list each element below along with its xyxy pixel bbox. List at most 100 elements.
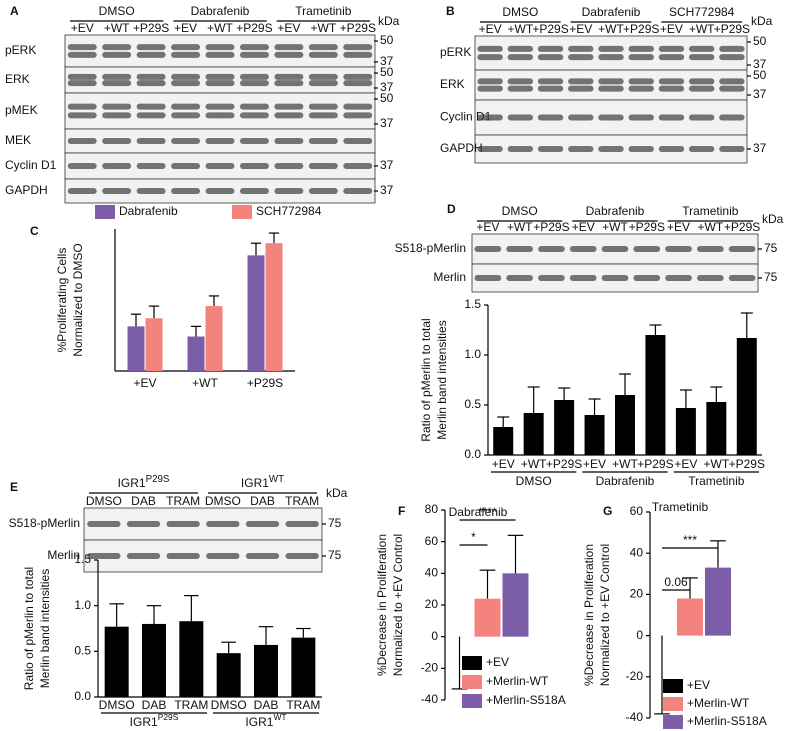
kda-label: kDa [751,14,773,28]
legend-swatch [462,675,482,689]
x-tick-label: +P29S [546,457,582,471]
y-tick-label: 1.5 [74,552,91,566]
bar [142,623,166,697]
legend-swatch [663,697,683,711]
band [474,246,502,252]
panel-label: E [10,480,18,494]
lane-label: DAB [131,494,156,508]
bar [127,326,145,371]
band [598,78,624,85]
band [628,54,654,61]
blot-row [64,66,376,94]
band [568,45,594,52]
legend-label: Dabrafenib [119,204,178,218]
group-label: Trametinib [295,4,352,18]
y-tick-label: 0 [636,628,643,642]
band [537,54,564,61]
band [102,51,132,58]
band [67,103,97,110]
lane-label: +WT [310,21,336,35]
band [658,114,685,121]
x-tick-label: +EV [133,376,156,390]
band [598,54,624,61]
band [343,138,373,144]
lane-label: +WT [507,22,533,36]
group-label-base: IGR1 [118,476,146,490]
band [274,103,304,110]
x-tick-label: +WT [612,457,638,471]
protein-label: pERK [440,45,471,59]
protein-label: MEK [5,133,31,147]
y-tick-label: 20 [425,597,439,611]
y-tick-label: -20 [421,661,439,675]
band [507,85,534,92]
band [67,44,97,51]
legend-swatch [462,694,482,708]
band [171,51,201,58]
band [343,44,373,51]
marker-label: 75 [764,241,778,255]
group-label: Dabrafenib [596,474,655,488]
lane-label: +EV [277,21,300,35]
band [67,51,97,58]
band [658,146,685,152]
band [274,138,304,144]
lane-label: +WT [689,22,715,36]
lane-label: +P29S [724,220,760,234]
band [274,73,304,80]
lane-label: +EV [479,22,502,36]
group-label: IGR1WT [241,474,284,491]
band [343,163,373,169]
panel-label: A [10,4,19,18]
panel-label: C [30,224,39,238]
y-tick-label: 0 [431,629,438,643]
significance-label: 0.06 [664,575,688,589]
band [628,85,654,92]
band [171,44,201,51]
blot-row [474,35,748,71]
y-tick-label: 80 [425,502,439,516]
group-label: Dabrafenib [582,5,641,19]
band [171,80,201,87]
band [598,85,624,92]
band [537,45,564,52]
band [166,521,200,527]
band [538,246,565,252]
bar [706,402,727,455]
group-label: DMSO [516,474,552,488]
band [136,112,166,119]
x-tick-label: +P29S [637,457,673,471]
band [568,78,594,85]
blot-row [83,539,323,573]
marker-label: 50 [380,91,394,105]
protein-label: pMEK [5,103,38,117]
y-tick-label: 1.0 [74,598,91,612]
band [274,163,304,169]
band [728,275,756,281]
bar [474,598,501,637]
band [628,114,654,121]
band [239,44,269,51]
y-tick-label: 40 [425,566,439,580]
band [239,138,269,144]
band [601,275,629,281]
band [67,112,97,119]
band [102,44,132,51]
band [126,553,161,559]
protein-label: Merlin [433,270,466,284]
lane-label: +P29S [533,220,569,234]
band [239,188,269,194]
band [205,103,235,110]
band [696,246,724,252]
legend-swatch [232,205,252,219]
band [136,163,166,169]
lane-label: +EV [174,21,197,35]
band [598,146,624,152]
bar [247,255,265,371]
blot-row [64,34,376,68]
legend-swatch [663,715,683,729]
lane-label: +P29S [714,22,750,36]
marker-label: 50 [380,65,394,79]
panel-label: G [603,504,612,518]
